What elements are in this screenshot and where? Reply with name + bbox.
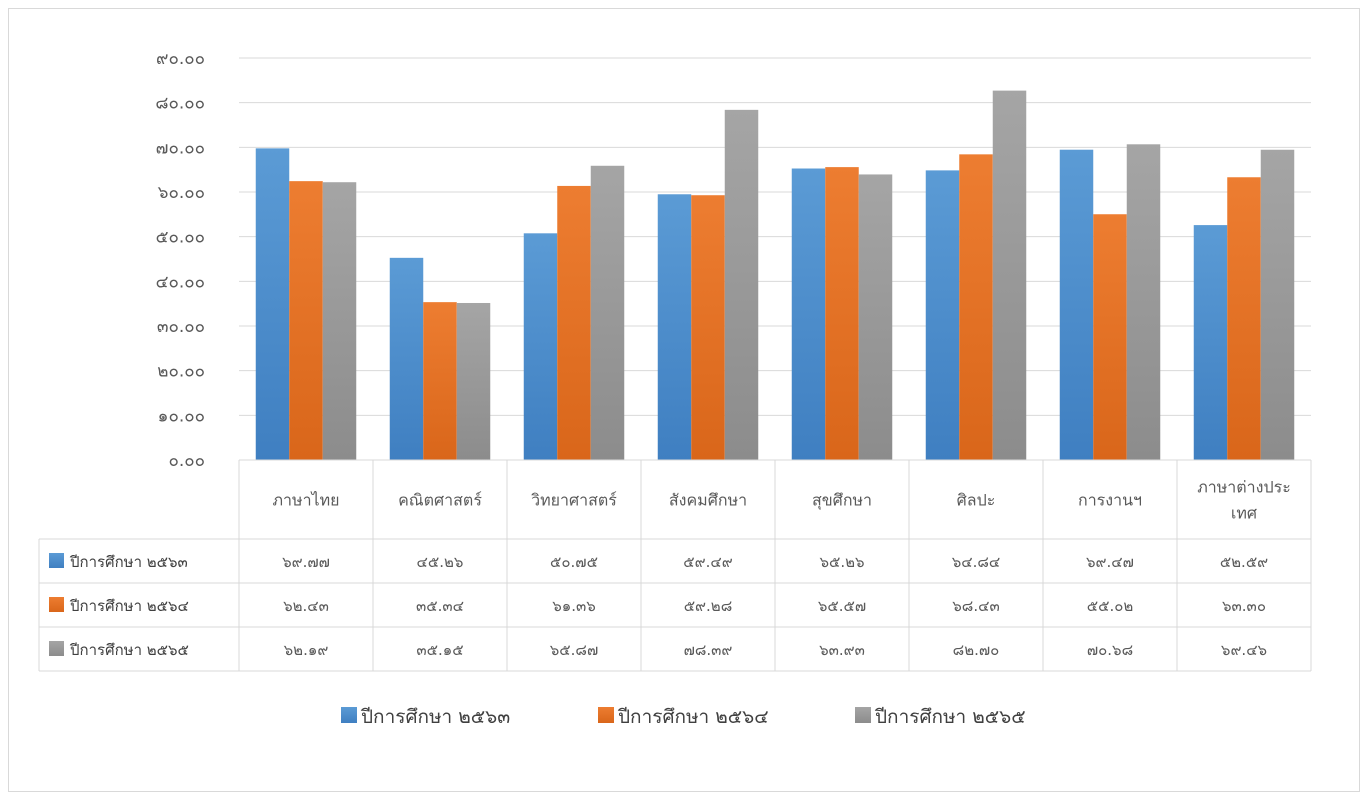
bar bbox=[825, 167, 859, 460]
legend-label: ปีการศึกษา ๒๕๖๓ bbox=[360, 706, 510, 728]
bar bbox=[925, 170, 960, 460]
bar-chart: ๐.๐๐๑๐.๐๐๒๐.๐๐๓๐.๐๐๔๐.๐๐๕๐.๐๐๖๐.๐๐๗๐.๐๐๘… bbox=[38, 49, 1312, 728]
bar bbox=[724, 109, 759, 460]
series-row-label: ปีการศึกษา ๒๕๖๕ bbox=[69, 641, 189, 659]
bar bbox=[255, 148, 290, 461]
bar bbox=[959, 154, 993, 460]
category-label: สังคมศึกษา bbox=[669, 491, 747, 510]
data-label: ๖๓.๙๓ bbox=[819, 641, 865, 659]
data-label: ๖๓.๓๐ bbox=[1222, 597, 1266, 615]
chart-frame: ๐.๐๐ ๑๐.๐๐ ๒๐.๐๐ ๓๐.๐๐ ๔๐.๐๐ ๕๐.๐๐ ๖๐.๐๐ ๗๐.๐๐๘… bbox=[8, 8, 1360, 792]
y-tick-label: ๖๐.๐๐ bbox=[158, 183, 205, 203]
bar bbox=[1260, 149, 1295, 460]
bar bbox=[657, 194, 692, 460]
bar bbox=[1059, 149, 1094, 460]
category-label: วิทยาศาสตร์ bbox=[531, 491, 617, 510]
data-label: ๖๕.๕๗ bbox=[818, 597, 866, 615]
y-tick-label: ๙๐.๐๐ bbox=[156, 49, 205, 69]
bar bbox=[992, 90, 1027, 461]
legend-key bbox=[49, 641, 64, 656]
bar bbox=[456, 302, 491, 460]
data-label: ๓๕.๑๕ bbox=[416, 641, 463, 659]
data-label: ๖๙.๔๖ bbox=[1221, 641, 1267, 659]
bar bbox=[322, 182, 357, 460]
y-tick-label: ๓๐.๐๐ bbox=[157, 317, 205, 337]
data-label: ๕๒.๕๙ bbox=[1220, 553, 1268, 571]
data-label: ๖๙.๔๗ bbox=[1086, 553, 1134, 571]
bar bbox=[1227, 177, 1261, 460]
legend-key bbox=[49, 597, 64, 612]
data-label: ๕๕.๐๒ bbox=[1087, 597, 1134, 615]
series-row-label: ปีการศึกษา ๒๕๖๔ bbox=[69, 597, 189, 615]
data-label: ๖๕.๒๖ bbox=[819, 553, 864, 571]
category-label: ภาษาต่างประ bbox=[1197, 478, 1291, 497]
series-row-label: ปีการศึกษา ๒๕๖๓ bbox=[69, 553, 188, 571]
data-label: ๕๐.๗๕ bbox=[550, 553, 598, 571]
data-label: ๕๙.๒๘ bbox=[684, 597, 733, 615]
y-tick-label: ๕๐.๐๐ bbox=[156, 228, 205, 248]
legend-label: ปีการศึกษา ๒๕๖๕ bbox=[874, 706, 1025, 728]
category-label: การงานฯ bbox=[1078, 491, 1142, 510]
legend-swatch bbox=[855, 707, 871, 723]
bar bbox=[289, 181, 323, 460]
data-label: ๘๒.๗๐ bbox=[953, 641, 1000, 659]
data-label: ๗๘.๓๙ bbox=[684, 641, 733, 659]
bar bbox=[691, 195, 725, 460]
bar bbox=[1093, 214, 1127, 460]
category-label: ศิลปะ bbox=[957, 491, 996, 510]
data-label: ๖๕.๘๗ bbox=[550, 641, 599, 659]
data-label: ๖๒.๔๓ bbox=[283, 597, 329, 615]
data-label: ๖๙.๗๗ bbox=[282, 553, 330, 571]
bar bbox=[389, 257, 424, 460]
legend-swatch bbox=[598, 707, 614, 723]
bar bbox=[1193, 225, 1228, 460]
y-tick-label: ๗๐.๐๐ bbox=[156, 138, 205, 158]
data-label: ๗๐.๖๘ bbox=[1087, 641, 1133, 659]
legend-swatch bbox=[341, 707, 357, 723]
y-tick-label: ๘๐.๐๐ bbox=[155, 94, 205, 114]
data-label: ๓๕.๓๔ bbox=[416, 597, 464, 615]
category-label: สุขศึกษา bbox=[812, 491, 872, 511]
data-label: ๖๔.๘๔ bbox=[952, 553, 1001, 571]
category-label: เทศ bbox=[1231, 504, 1257, 523]
y-tick-label: ๑๐.๐๐ bbox=[158, 406, 205, 426]
data-label: ๔๕.๒๖ bbox=[417, 553, 464, 571]
legend-label: ปีการศึกษา ๒๕๖๔ bbox=[617, 706, 768, 728]
bar bbox=[590, 165, 625, 460]
category-label: คณิตศาสตร์ bbox=[398, 491, 482, 510]
bar bbox=[423, 302, 457, 460]
bar bbox=[557, 185, 591, 460]
bar bbox=[858, 174, 893, 461]
data-label: ๖๒.๑๙ bbox=[284, 641, 329, 659]
data-label: ๕๙.๔๙ bbox=[683, 553, 732, 571]
y-tick-label: ๒๐.๐๐ bbox=[157, 362, 205, 382]
bar bbox=[523, 233, 558, 460]
bar bbox=[1126, 144, 1161, 460]
category-label: ภาษาไทย bbox=[272, 491, 339, 510]
bar bbox=[791, 168, 826, 460]
legend-key bbox=[49, 553, 64, 568]
data-label: ๖๘.๔๓ bbox=[952, 597, 999, 615]
y-tick-label: ๐.๐๐ bbox=[168, 451, 205, 471]
y-tick-label: ๔๐.๐๐ bbox=[156, 272, 205, 292]
data-label: ๖๑.๓๖ bbox=[552, 597, 596, 615]
